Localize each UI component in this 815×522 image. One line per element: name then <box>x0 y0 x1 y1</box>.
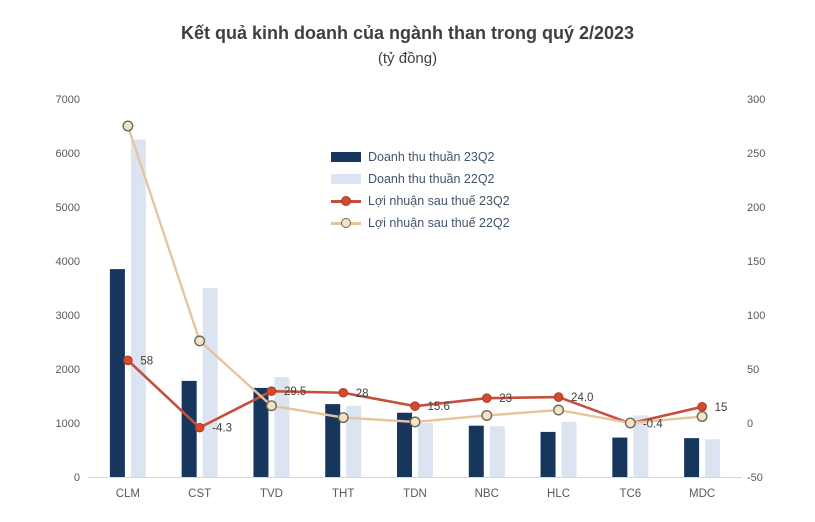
line-marker-red-icon <box>331 196 361 206</box>
chart-legend: Doanh thu thuần 23Q2 Doanh thu thuần 22Q… <box>331 146 510 234</box>
bar-doanh-thu-thuan-23q2-tc6 <box>612 437 628 477</box>
data-label-loi-nhuan-sau-thue-23q2-tvd: 29.5 <box>284 386 306 398</box>
bar-doanh-thu-thuan-22q2-cst <box>202 288 218 477</box>
marker-loi-nhuan-sau-thue-22q2-clm <box>122 120 134 132</box>
marker-loi-nhuan-sau-thue-22q2-tdn <box>409 416 421 428</box>
left-axis-tick-5000: 5000 <box>56 202 80 214</box>
legend-line-marker <box>341 218 351 228</box>
bar-doanh-thu-thuan-23q2-hlc <box>540 431 556 477</box>
data-label-loi-nhuan-sau-thue-23q2-tdn: 15.6 <box>428 401 450 413</box>
x-axis-label-mdc: MDC <box>689 488 715 500</box>
marker-loi-nhuan-sau-thue-23q2-clm <box>123 355 133 366</box>
marker-loi-nhuan-sau-thue-23q2-tht <box>338 387 349 398</box>
marker-loi-nhuan-sau-thue-22q2-tvd <box>265 400 277 412</box>
marker-loi-nhuan-sau-thue-22q2-tht <box>337 412 349 424</box>
left-axis-tick-4000: 4000 <box>56 256 80 268</box>
marker-loi-nhuan-sau-thue-23q2-hlc <box>553 392 564 402</box>
marker-loi-nhuan-sau-thue-23q2-mdc <box>697 402 707 412</box>
marker-loi-nhuan-sau-thue-23q2-cst <box>194 422 205 433</box>
bar-doanh-thu-thuan-22q2-clm <box>130 139 146 477</box>
bar-doanh-thu-thuan-23q2-tvd <box>253 387 269 477</box>
legend-item-revenue-22q2: Doanh thu thuần 22Q2 <box>331 168 510 190</box>
marker-loi-nhuan-sau-thue-22q2-tc6 <box>624 417 636 429</box>
legend-line-marker <box>341 196 351 206</box>
bar-doanh-thu-thuan-22q2-tdn <box>418 423 433 477</box>
legend-item-profit-23q2: Lợi nhuận sau thuế 23Q2 <box>331 190 510 212</box>
left-axis-tick-3000: 3000 <box>56 310 80 322</box>
bar-doanh-thu-thuan-23q2-cst <box>181 380 197 477</box>
right-axis-tick-200: 200 <box>747 202 765 214</box>
data-label-loi-nhuan-sau-thue-23q2-mdc: 15 <box>715 402 728 414</box>
data-label-loi-nhuan-sau-thue-23q2-clm: 58 <box>140 355 153 367</box>
marker-loi-nhuan-sau-thue-23q2-nbc <box>481 393 492 403</box>
bar-doanh-thu-thuan-23q2-nbc <box>468 425 484 477</box>
left-axis-tick-6000: 6000 <box>56 148 80 160</box>
bar-doanh-thu-thuan-23q2-mdc <box>684 438 700 477</box>
bar-doanh-thu-thuan-22q2-hlc <box>561 421 577 477</box>
bar-doanh-thu-thuan-23q2-tdn <box>397 412 412 477</box>
bar-doanh-thu-thuan-22q2-mdc <box>705 439 721 477</box>
x-axis-label-tht: THT <box>332 488 354 500</box>
data-label-loi-nhuan-sau-thue-23q2-hlc: 24.0 <box>571 392 593 404</box>
x-axis-label-tdn: TDN <box>403 488 427 500</box>
legend-label-profit-22q2: Lợi nhuận sau thuế 22Q2 <box>368 216 510 230</box>
legend-label-revenue-23q2: Doanh thu thuần 23Q2 <box>368 150 495 164</box>
right-axis-tick-50: 50 <box>747 364 759 376</box>
right-axis-tick-250: 250 <box>747 148 765 160</box>
right-axis-tick-300: 300 <box>747 94 765 106</box>
left-axis-tick-2000: 2000 <box>56 364 80 376</box>
right-axis-tick-150: 150 <box>747 256 765 268</box>
x-axis-label-tc6: TC6 <box>619 488 641 500</box>
legend-item-revenue-23q2: Doanh thu thuần 23Q2 <box>331 146 510 168</box>
chart-subtitle: (tỷ đồng) <box>377 50 438 67</box>
bar-swatch-lightblue-icon <box>331 174 361 184</box>
right-axis-tick-100: 100 <box>747 310 765 322</box>
legend-item-profit-22q2: Lợi nhuận sau thuế 22Q2 <box>331 212 510 234</box>
chart-title: Kết quả kinh doanh của ngành than trong … <box>180 23 635 43</box>
left-axis-tick-0: 0 <box>74 472 80 484</box>
data-label-loi-nhuan-sau-thue-23q2-nbc: 23 <box>499 393 512 405</box>
left-axis-tick-1000: 1000 <box>56 418 80 430</box>
x-axis-label-tvd: TVD <box>260 488 283 500</box>
data-label-loi-nhuan-sau-thue-23q2-tc6: -0.4 <box>643 418 663 430</box>
bar-doanh-thu-thuan-22q2-tht <box>346 405 362 477</box>
marker-loi-nhuan-sau-thue-22q2-nbc <box>481 409 493 421</box>
bar-doanh-thu-thuan-22q2-nbc <box>489 426 505 477</box>
data-label-loi-nhuan-sau-thue-23q2-tht: 28 <box>356 388 369 400</box>
line-marker-tan-icon <box>331 218 361 228</box>
x-axis-label-nbc: NBC <box>475 488 499 500</box>
bar-swatch-navy-icon <box>331 152 361 162</box>
marker-loi-nhuan-sau-thue-23q2-tdn <box>410 401 420 411</box>
bar-doanh-thu-thuan-23q2-tht <box>325 404 341 477</box>
marker-loi-nhuan-sau-thue-22q2-hlc <box>553 404 565 416</box>
legend-label-profit-23q2: Lợi nhuận sau thuế 23Q2 <box>368 194 510 208</box>
bar-doanh-thu-thuan-22q2-tc6 <box>633 415 649 477</box>
left-axis-tick-7000: 7000 <box>56 94 80 106</box>
x-axis-label-hlc: HLC <box>547 488 570 500</box>
bar-doanh-thu-thuan-22q2-tvd <box>274 377 290 477</box>
marker-loi-nhuan-sau-thue-23q2-tvd <box>266 386 277 396</box>
bar-doanh-thu-thuan-23q2-clm <box>109 269 125 477</box>
data-label-loi-nhuan-sau-thue-23q2-cst: -4.3 <box>212 423 232 435</box>
legend-label-revenue-22q2: Doanh thu thuần 22Q2 <box>368 172 495 186</box>
marker-loi-nhuan-sau-thue-22q2-cst <box>194 335 206 347</box>
x-axis-label-clm: CLM <box>116 488 140 500</box>
right-axis-tick-0: 0 <box>747 418 753 430</box>
right-axis-tick--50: -50 <box>747 472 763 484</box>
marker-loi-nhuan-sau-thue-22q2-mdc <box>696 411 708 423</box>
x-axis-label-cst: CST <box>188 488 211 500</box>
